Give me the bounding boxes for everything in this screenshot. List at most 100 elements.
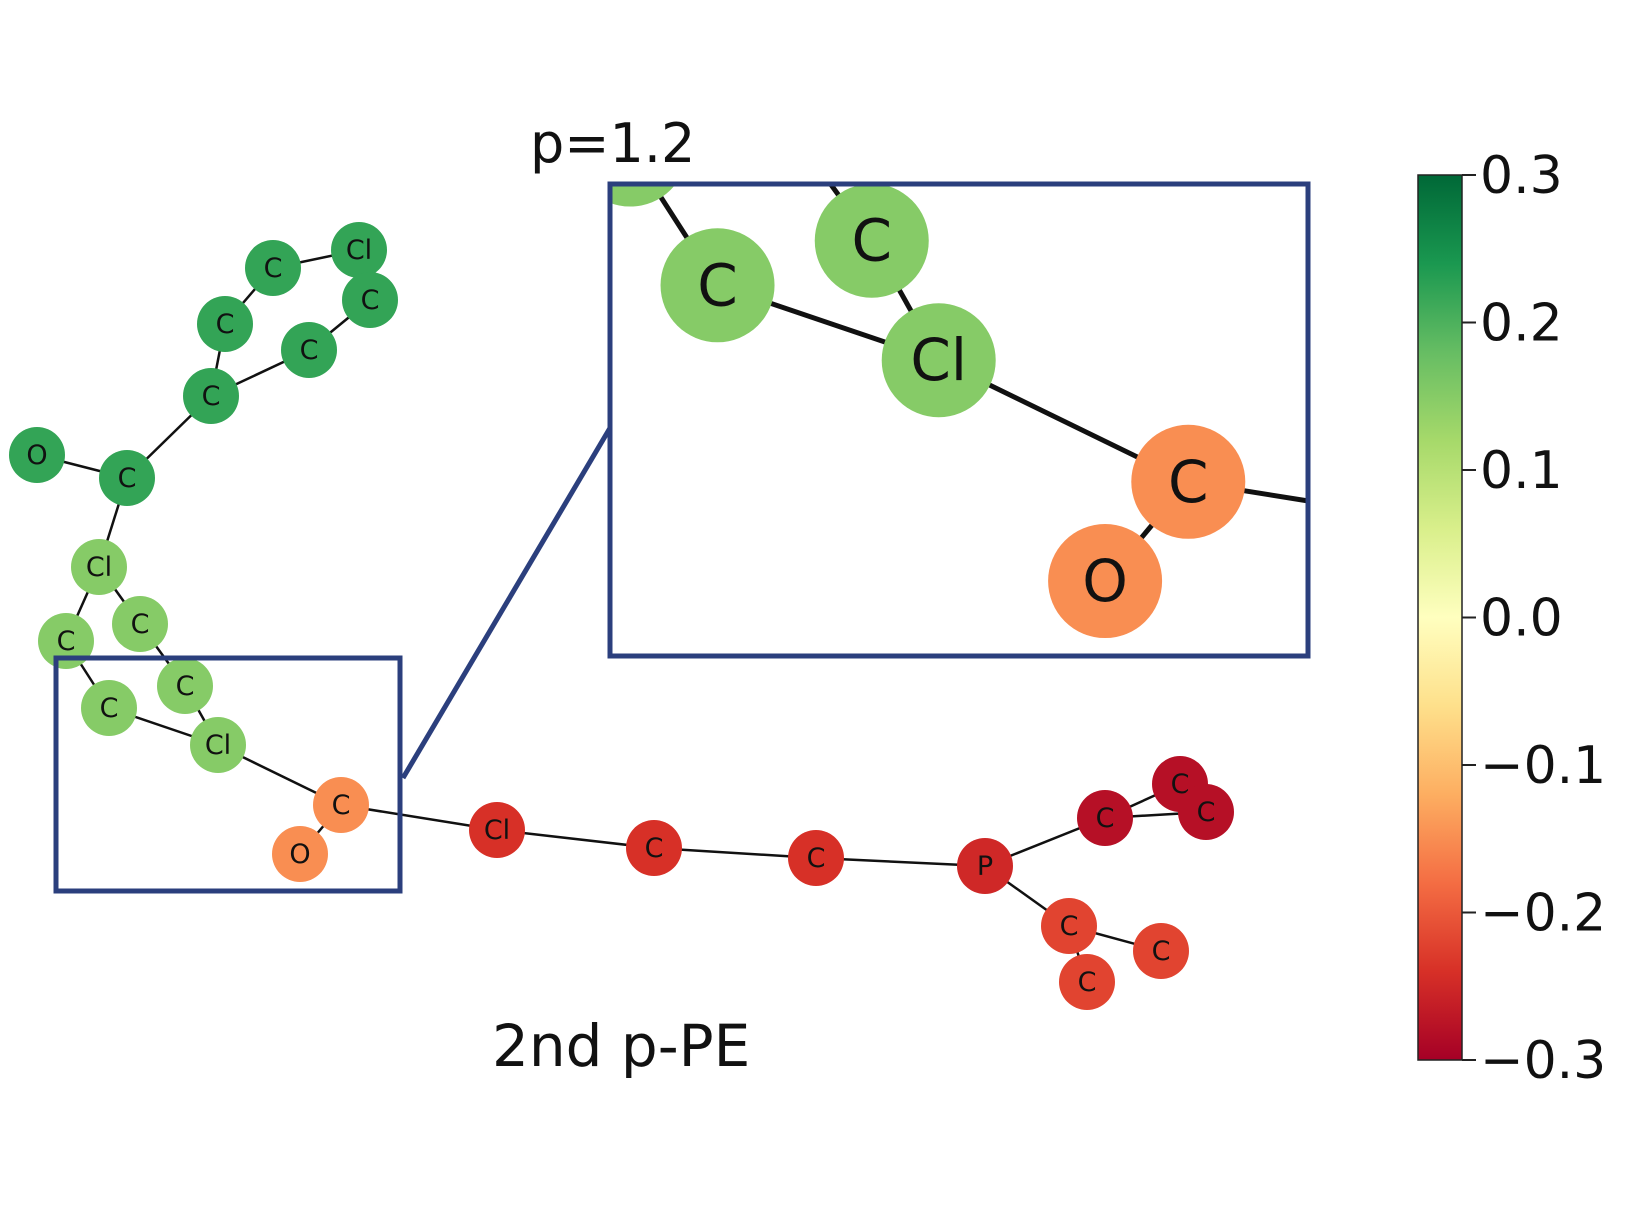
colorbar-tick-label: −0.1 [1480,736,1606,796]
atom-n7: C [281,322,337,378]
zoom-connector-line [400,426,613,780]
atom-circle [112,596,168,652]
atom-circle [245,240,301,296]
atom-label: C [57,626,76,657]
atom-n20: C [1077,790,1133,846]
colorbar-tick-label: −0.2 [1480,884,1606,944]
atom-circle [38,613,94,669]
atom-label: C [202,381,221,412]
atom-label: C [216,309,235,340]
atom-n19: P [957,838,1013,894]
inset-atom-label: Cl [669,0,726,34]
inset-atom-label: C [1168,448,1209,516]
atom-circle [313,777,369,833]
atom-n9: C [38,613,94,669]
atom-circle [157,658,213,714]
atom-label: C [332,790,351,821]
colorbar-tick-label: 0.2 [1480,294,1563,354]
inset-atom-label: C [852,207,893,275]
inset-atom-circle [814,184,929,298]
inset-atom-label: C [697,251,738,319]
inset-atom-label: O [1082,547,1128,615]
atom-n10: C [112,596,168,652]
atom-circle [1059,954,1115,1010]
atom-circle [197,296,253,352]
atom-label: C [1096,803,1115,834]
inset-atom-circle [723,58,837,172]
colorbar-ticks: 0.3 0.2 0.1 0.0 −0.1 −0.2 −0.3 [1462,146,1606,1091]
atom-n0: O [9,427,65,483]
inset-atom-label: C [760,81,801,149]
atom-n22: C [1178,784,1234,840]
zoom-region-box [53,655,403,894]
atom-n16: Cl [469,802,525,858]
atom-label: C [1060,911,1079,942]
inset-atom-circle [1131,424,1246,539]
atom-label: C [176,671,195,702]
inset-atom-circle [640,0,754,57]
atom-label: C [100,693,119,724]
atom-n14: C [313,777,369,833]
colorbar-tick-label: 0.1 [1480,441,1563,501]
atom-circle [190,717,246,773]
zoom-inset-frame [607,181,1311,659]
atom-label: O [26,440,47,471]
atom-n12: C [157,658,213,714]
inset-atom-n10: C [723,58,837,172]
atom-circle [469,802,525,858]
atom-circle [71,539,127,595]
inset-atom-circle [610,184,676,207]
atom-circle [1133,923,1189,979]
atom-n1: C [99,450,155,506]
inset-atom-label: Cl [1477,498,1534,566]
atom-label: C [1152,936,1171,967]
atom-n15: O [272,826,328,882]
colorbar-tick-label: 0.0 [1480,589,1563,649]
atom-label: P [977,851,993,882]
atom-circle [1178,784,1234,840]
inset-atom-circle [1048,524,1163,639]
atom-n17: C [626,820,682,876]
inset-atom-n15: O [1048,524,1163,639]
atom-label: C [361,285,380,316]
colorbar-gradient [1417,174,1463,1061]
inset-atom-n11: C [660,228,775,343]
atom-label: Cl [484,815,510,846]
atom-circle [331,222,387,278]
colorbar: 0.3 0.2 0.1 0.0 −0.1 −0.2 −0.3 [1417,146,1606,1091]
atom-n4: C [245,240,301,296]
atom-circle [1041,898,1097,954]
atom-circle [626,820,682,876]
atom-n23: C [1041,898,1097,954]
atom-label: C [131,609,150,640]
atom-circle [342,272,398,328]
atom-n13: Cl [190,717,246,773]
atom-n6: C [342,272,398,328]
atom-circle [183,368,239,424]
atom-circle [957,838,1013,894]
colorbar-tick-label: −0.3 [1480,1031,1606,1091]
atom-label: O [289,839,310,870]
inset-atom-n14: C [1131,424,1246,539]
inset-bond-n16-n17 [1505,532,1628,568]
atom-n24: C [1059,954,1115,1010]
atom-label: Cl [86,552,112,583]
atom-n3: C [197,296,253,352]
main-graph-edges [36,248,1207,983]
atom-n5: Cl [331,222,387,278]
atom-label: C [264,253,283,284]
atom-label: C [300,335,319,366]
atom-circle [99,450,155,506]
atom-n25: C [1133,923,1189,979]
atom-label: C [807,843,826,874]
inset-atom-n8: Cl [640,0,754,57]
atom-circle [9,427,65,483]
inset-atom-n13: Cl [881,303,996,418]
bond-n18-n19 [815,856,986,868]
inset-atom-label: Cl [910,326,967,394]
atom-circle [1077,790,1133,846]
inset-edges [649,184,1628,583]
